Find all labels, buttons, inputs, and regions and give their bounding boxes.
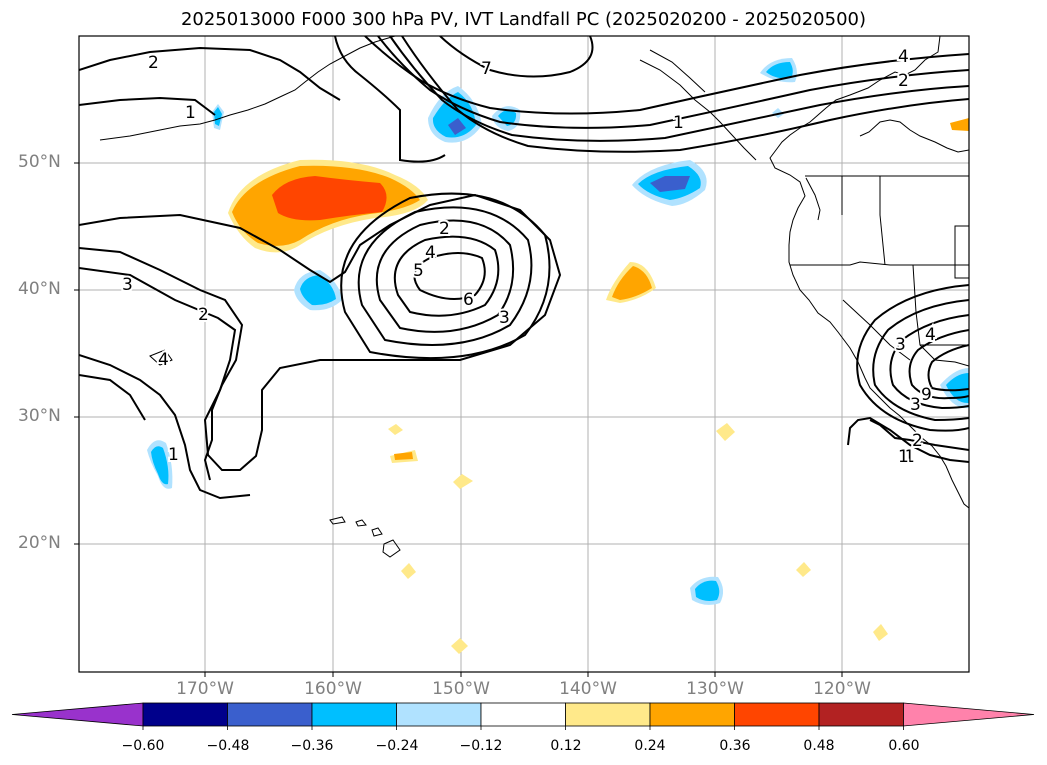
contour-label: 2 — [198, 305, 209, 325]
contour-label: 4 — [898, 47, 909, 67]
contour-label: 9 — [921, 385, 932, 405]
coastlines — [99, 36, 969, 558]
positive-ivt-anomalies — [228, 118, 969, 654]
contour-label: 1 — [904, 447, 915, 467]
map-frame — [78, 35, 970, 673]
lon-label-130w: 130°W — [686, 679, 744, 699]
contour-label: 6 — [463, 290, 474, 310]
gridlines — [79, 36, 969, 672]
colorbar-segment — [480, 702, 566, 727]
colorbar-segment — [142, 702, 228, 727]
colorbar-segment — [565, 702, 651, 727]
contour-label: 2 — [439, 219, 450, 239]
contour-label: 1 — [168, 445, 179, 465]
contour-label: 1 — [673, 113, 684, 133]
contour-label: 3 — [895, 335, 906, 355]
contour-label: 4 — [158, 350, 169, 370]
contour-label: 3 — [122, 275, 133, 295]
colorbar-label: 0.60 — [888, 738, 920, 754]
contour-label: 1 — [185, 103, 196, 123]
lat-label-30n: 30°N — [18, 406, 61, 426]
lat-label-40n: 40°N — [18, 279, 61, 299]
colorbar-label: 0.12 — [550, 738, 582, 754]
lat-label-50n: 50°N — [18, 152, 61, 172]
contour-label: 2 — [898, 71, 909, 91]
lon-label-150w: 150°W — [432, 679, 490, 699]
colorbar-segment — [227, 702, 313, 727]
negative-ivt-anomalies — [147, 58, 969, 605]
map-title: 2025013000 F000 300 hPa PV, IVT Landfall… — [180, 9, 867, 30]
colorbar — [11, 702, 1035, 730]
colorbar-label: −0.12 — [459, 738, 503, 754]
colorbar-extend-low — [11, 702, 144, 727]
axis-ticks — [74, 162, 843, 677]
colorbar-label: 0.48 — [803, 738, 835, 754]
lat-label-20n: 20°N — [18, 533, 61, 553]
lon-label-160w: 160°W — [304, 679, 362, 699]
contour-label: 2 — [148, 53, 159, 73]
contour-label: 4 — [925, 325, 936, 345]
contour-label: 5 — [413, 261, 424, 281]
contour-label: 1 — [898, 447, 909, 467]
colorbar-label: −0.48 — [206, 738, 250, 754]
contour-label: 3 — [499, 308, 510, 328]
colorbar-label: −0.24 — [375, 738, 419, 754]
contour-label: 3 — [910, 395, 921, 415]
colorbar-segment — [818, 702, 904, 727]
pv-contours — [79, 36, 969, 500]
contour-label: 4 — [425, 243, 436, 263]
lon-label-170w: 170°W — [176, 679, 234, 699]
colorbar-extend-high — [903, 702, 1035, 727]
colorbar-segment — [649, 702, 735, 727]
contour-label: 2 — [912, 431, 923, 451]
lon-label-120w: 120°W — [813, 679, 871, 699]
colorbar-label: 0.24 — [634, 738, 666, 754]
colorbar-segment — [734, 702, 820, 727]
colorbar-label: 0.36 — [719, 738, 751, 754]
colorbar-label: −0.60 — [121, 738, 165, 754]
colorbar-segment — [311, 702, 397, 727]
contour-label: 7 — [481, 59, 492, 79]
colorbar-segment — [396, 702, 482, 727]
contour-label-group: 2 7 4 2 1 1 2 4 5 6 3 3 2 4 1 1 4 3 9 3 … — [120, 45, 938, 469]
lon-label-140w: 140°W — [559, 679, 617, 699]
colorbar-label: −0.36 — [290, 738, 334, 754]
